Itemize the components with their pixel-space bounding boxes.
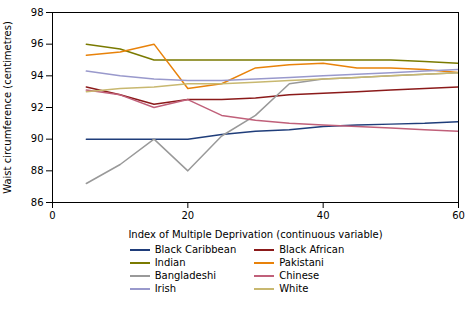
html-text:Indian: Indian (154, 257, 186, 268)
html-text:White: White (279, 283, 309, 294)
svg-text:94: 94 (31, 70, 44, 81)
svg-text:98: 98 (31, 7, 44, 18)
svg-text:96: 96 (31, 38, 44, 49)
svg-text:40: 40 (317, 210, 330, 221)
html-text:Bangladeshi: Bangladeshi (154, 270, 217, 281)
svg-text:88: 88 (31, 165, 44, 176)
svg-text:86: 86 (31, 197, 44, 208)
html-text:Irish: Irish (154, 283, 177, 294)
html-text:Black African: Black African (279, 244, 345, 255)
svg-text:90: 90 (31, 133, 44, 144)
svg-text:0: 0 (49, 210, 55, 221)
html-text:Pakistani: Pakistani (279, 257, 324, 268)
svg-text:20: 20 (181, 210, 194, 221)
svg-text:Waist circumference (centimetr: Waist circumference (centimetres) (2, 21, 13, 194)
html-text:Black Caribbean: Black Caribbean (154, 244, 237, 255)
html-text:Chinese: Chinese (279, 270, 320, 281)
svg-text:Index of Multiple Deprivation: Index of Multiple Deprivation (continuou… (128, 229, 382, 240)
svg-text:60: 60 (452, 210, 465, 221)
svg-text:92: 92 (31, 102, 44, 113)
